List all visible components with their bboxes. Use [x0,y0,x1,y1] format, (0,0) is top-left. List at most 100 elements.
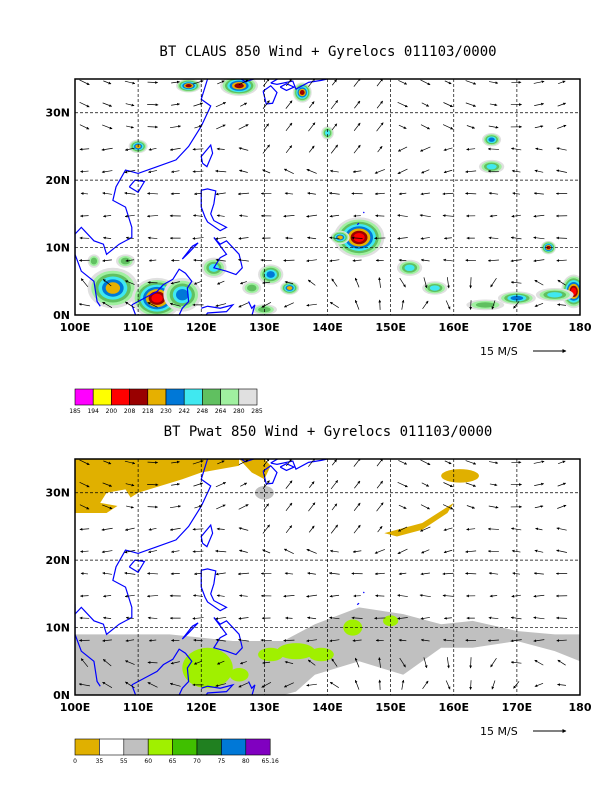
wind-vector [533,236,545,240]
wind-vector [79,481,90,488]
wind-vector [124,280,135,285]
wind-vector [329,236,340,240]
wind-vector [399,277,406,288]
wind-vector [103,616,112,620]
wind-vector [353,524,361,534]
cloud-level [151,293,163,303]
wind-vector [284,572,294,575]
wind-vector [443,102,453,108]
wind-vector [102,259,112,263]
pwat-region-low [100,489,132,507]
wind-vector [217,460,225,465]
colorbar-label: 185 [69,408,81,415]
wind-vector [147,236,158,240]
wind-vector [512,572,520,575]
coastline [356,222,360,226]
wind-vector [79,101,90,108]
wind-vector [217,280,225,285]
wind-vector [215,236,227,240]
colorbar-label: 194 [87,408,99,415]
wind-vector [557,279,566,286]
wind-vector [283,302,294,308]
wind-vector [487,169,499,173]
wind-vector [169,302,181,307]
wind-vector [237,572,250,576]
wind-vector [443,147,453,151]
wind-vector [533,639,545,643]
wind-vector [80,550,89,553]
wind-vector [79,459,90,466]
wind-vector [192,617,204,620]
wind-vector [443,169,453,174]
wind-vector [238,124,249,130]
wind-vector [376,480,383,489]
wind-vector [488,81,499,85]
wind-vector [534,302,544,307]
wind-vector [533,594,545,598]
wind-vector [238,527,249,531]
coastline [75,459,212,636]
wind-vector [397,168,408,175]
wind-vector [533,80,545,84]
wind-vector [397,102,408,108]
wind-vector [329,301,339,308]
wind-vector [102,482,112,487]
wind-vector [491,300,496,310]
x-tick-label: 120E [186,321,216,334]
wind-vector [169,682,181,687]
wind-vector [217,660,225,665]
colorbar-label: 65 [169,758,177,765]
colorbar-swatch [74,388,94,406]
wind-vector [217,80,225,85]
wind-vector [308,145,315,153]
wind-vector [557,102,566,107]
wind-vector [192,170,204,173]
wind-vector [422,680,429,690]
panel1-frame [74,78,581,316]
wind-vector [124,214,135,218]
wind-vector [489,483,498,487]
wind-vector [147,661,158,664]
wind-vector [102,124,113,130]
wind-vector [80,214,89,218]
wind-vector [101,550,113,554]
wind-vector [215,638,226,642]
wind-vector [465,102,477,107]
panel1-title: BT CLAUS 850 Wind + Gyrelocs 011103/0000 [159,44,496,60]
colorbar-swatch [202,388,221,406]
wind-vector [376,100,383,109]
wind-vector [401,679,405,690]
cloud-cluster [497,291,536,305]
wind-vector [421,169,430,174]
wind-vector [124,147,135,151]
cloud-level [286,286,293,290]
wind-vector [557,124,567,129]
wind-vector [398,258,407,262]
wind-vector [398,638,407,642]
cloud-cluster [540,240,557,255]
x-tick-label: 180 [569,701,592,714]
cloud-cluster [87,254,101,268]
wind-vector [103,80,112,85]
wind-vector [193,258,203,262]
wind-vector [101,527,113,531]
wind-vector [398,124,407,129]
wind-vector [377,146,383,153]
x-tick-label: 120E [186,701,216,714]
wind-vector [354,100,361,109]
wind-vector [192,237,204,240]
wind-vector [238,682,249,688]
wind-vector [215,258,226,262]
wind-vector [510,280,522,284]
wind-vector [465,460,477,465]
wind-vector [147,682,158,688]
wind-vector [466,125,475,129]
wind-vector [329,681,339,688]
wind-vector [398,460,408,465]
wind-vector [421,102,430,107]
wind-vector [306,594,318,598]
wind-vector [193,660,203,665]
wind-vector [488,461,499,465]
colorbar-swatch [99,738,125,756]
wind-vector [422,300,429,310]
